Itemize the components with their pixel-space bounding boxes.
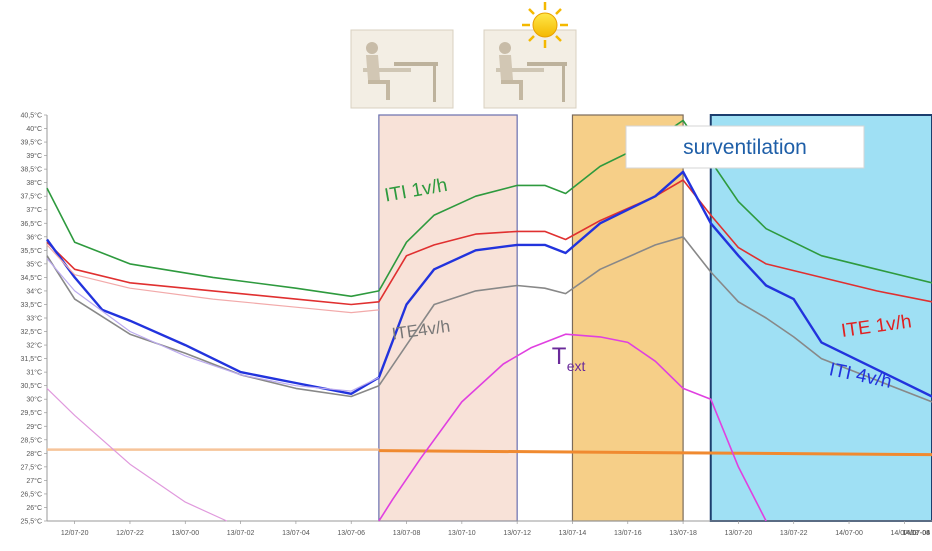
y-tick-label: 35°C	[26, 260, 42, 268]
x-tick-label: 14/07-08	[902, 530, 930, 537]
x-tick-label: 14/07-04	[902, 530, 930, 537]
y-tick-label: 27°C	[26, 477, 42, 485]
x-tick-label: 13/07-00	[171, 530, 199, 537]
y-tick-label: 35,5°C	[21, 247, 42, 255]
y-tick-label: 36,5°C	[21, 220, 42, 228]
y-tick-label: 25,5°C	[21, 518, 42, 526]
sun-icon	[522, 2, 568, 48]
series-line-faint-violet	[46, 258, 380, 392]
y-tick-label: 28,5°C	[21, 436, 42, 444]
y-tick-label: 30,5°C	[21, 382, 42, 390]
occupant-pictogram	[483, 29, 577, 109]
x-tick-label: 13/07-12	[503, 530, 531, 537]
y-tick-label: 30°C	[26, 396, 42, 404]
x-tick-label: 14/07-06	[902, 530, 930, 537]
y-tick-label: 37°C	[26, 206, 42, 214]
text-ext-label: T	[552, 343, 567, 370]
y-tick-label: 29°C	[26, 423, 42, 431]
surventilation-label: surventilation	[625, 125, 865, 169]
y-tick-label: 38°C	[26, 179, 42, 187]
surventilation-text: surventilation	[683, 136, 807, 159]
y-tick-label: 33°C	[26, 315, 42, 323]
text-ext-subscript: ext	[567, 358, 586, 374]
x-tick-label: 13/07-10	[448, 530, 476, 537]
series-line-iti-1v-h	[46, 119, 932, 298]
series-line-ite4v-h	[46, 236, 932, 403]
y-tick-label: 32,5°C	[21, 328, 42, 336]
x-tick-label: 13/07-18	[669, 530, 697, 537]
x-tick-label: 13/07-20	[725, 530, 753, 537]
y-tick-label: 28°C	[26, 450, 42, 458]
x-tick-label: 13/07-08	[393, 530, 421, 537]
y-tick-label: 29,5°C	[21, 409, 42, 417]
y-tick-label: 26,5°C	[21, 490, 42, 498]
series-line-iti-4v-h	[46, 170, 932, 398]
x-tick-label: 13/07-06	[337, 530, 365, 537]
x-tick-label: 13/07-02	[227, 530, 255, 537]
y-tick-label: 40,5°C	[21, 112, 42, 120]
y-tick-label: 34,5°C	[21, 274, 42, 282]
occupant-pictogram	[350, 29, 454, 109]
x-tick-label: 13/07-04	[282, 530, 310, 537]
series-line-faint-pink	[46, 244, 379, 314]
y-tick-label: 26°C	[26, 504, 42, 512]
series-line-ite-1v-h	[46, 179, 932, 306]
y-tick-label: 34°C	[26, 287, 42, 295]
x-tick-label: 13/07-14	[559, 530, 587, 537]
x-tick-label: 14/07-00	[835, 530, 863, 537]
y-tick-label: 31°C	[26, 369, 42, 377]
y-tick-label: 37,5°C	[21, 193, 42, 201]
x-tick-label: 12/07-20	[61, 530, 89, 537]
series-line-faint-magenta	[46, 387, 228, 522]
y-tick-label: 39,5°C	[21, 139, 42, 147]
y-tick-label: 40°C	[26, 125, 42, 133]
x-tick-label: 13/07-16	[614, 530, 642, 537]
threshold-line	[378, 449, 932, 457]
y-tick-label: 31,5°C	[21, 355, 42, 363]
y-tick-label: 39°C	[26, 152, 42, 160]
y-tick-label: 38,5°C	[21, 166, 42, 174]
y-tick-label: 27,5°C	[21, 463, 42, 471]
x-tick-label: 13/07-22	[780, 530, 808, 537]
x-tick-label: 14/07-02	[891, 530, 919, 537]
y-tick-label: 36°C	[26, 233, 42, 241]
y-tick-label: 32°C	[26, 342, 42, 350]
series-line-text	[378, 333, 767, 522]
y-tick-label: 33,5°C	[21, 301, 42, 309]
x-tick-label: 12/07-22	[116, 530, 144, 537]
